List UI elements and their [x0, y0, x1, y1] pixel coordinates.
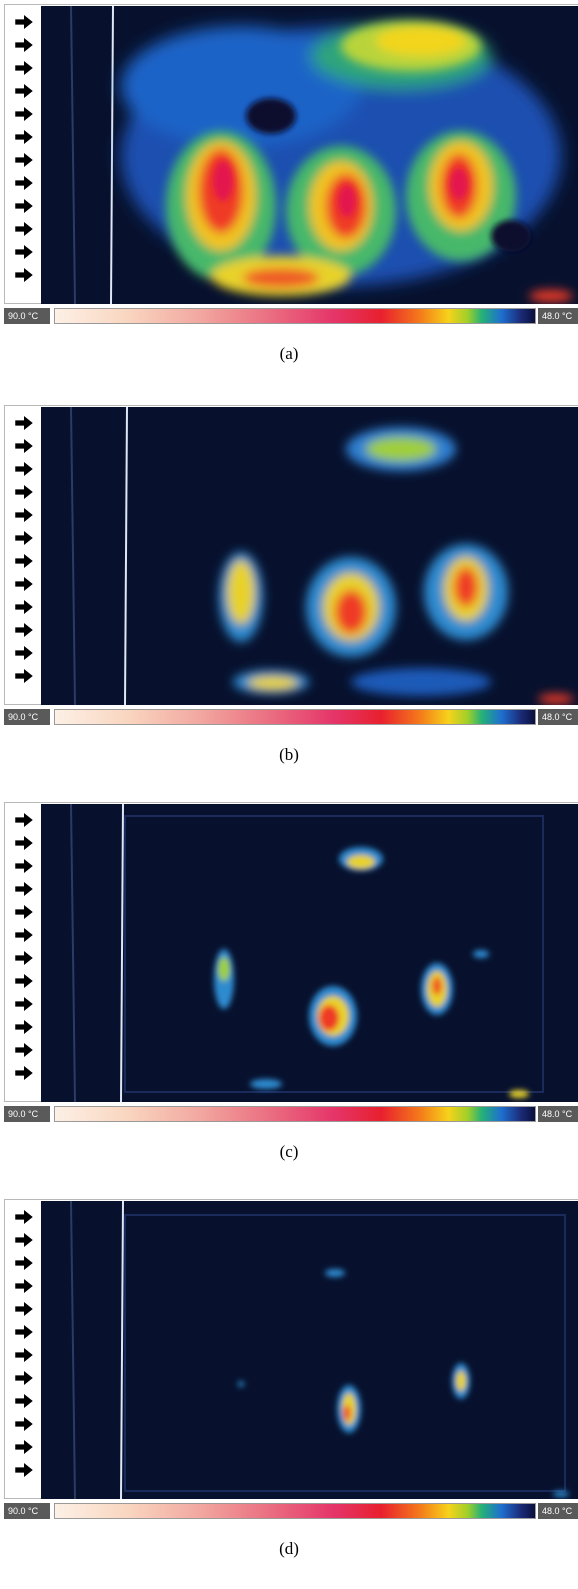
arrow-right-icon: [15, 623, 33, 637]
arrow-right-icon: [15, 813, 33, 827]
color-scale-bar: [54, 709, 536, 725]
arrow-right-icon: [15, 84, 33, 98]
arrow-right-icon: [15, 836, 33, 850]
legend-max-label: 90.0 °C: [4, 1106, 50, 1122]
temperature-legend: 90.0 °C 48.0 °C: [4, 1104, 578, 1124]
legend-min-label: 48.0 °C: [538, 308, 578, 324]
arrow-column: [5, 406, 41, 704]
arrow-right-icon: [15, 176, 33, 190]
arrow-right-icon: [15, 669, 33, 683]
panel-caption: (d): [279, 1539, 299, 1558]
arrow-right-icon: [15, 1348, 33, 1362]
arrow-right-icon: [15, 1043, 33, 1057]
thermal-panel-b: 90.0 °C 48.0 °C (b): [0, 401, 578, 795]
arrow-right-icon: [15, 439, 33, 453]
legend-max-label: 90.0 °C: [4, 1503, 50, 1519]
legend-min-label: 48.0 °C: [538, 1106, 578, 1122]
temperature-legend: 90.0 °C 48.0 °C: [4, 306, 578, 326]
color-scale-bar: [54, 1503, 536, 1519]
arrow-right-icon: [15, 859, 33, 873]
thermal-image: [41, 1201, 578, 1499]
arrow-right-icon: [15, 1325, 33, 1339]
arrow-right-icon: [15, 245, 33, 259]
thermal-frame: [4, 1199, 578, 1499]
arrow-right-icon: [15, 531, 33, 545]
arrow-right-icon: [15, 416, 33, 430]
thermal-image: [41, 407, 578, 705]
arrow-right-icon: [15, 1279, 33, 1293]
arrow-right-icon: [15, 1440, 33, 1454]
arrow-right-icon: [15, 38, 33, 52]
arrow-right-icon: [15, 951, 33, 965]
panel-caption: (a): [279, 344, 299, 363]
arrow-right-icon: [15, 905, 33, 919]
arrow-right-icon: [15, 997, 33, 1011]
arrow-right-icon: [15, 1302, 33, 1316]
arrow-right-icon: [15, 1463, 33, 1477]
panel-caption: (b): [279, 745, 299, 764]
arrow-right-icon: [15, 928, 33, 942]
thermal-frame: [4, 802, 578, 1102]
arrow-right-icon: [15, 1417, 33, 1431]
arrow-column: [5, 5, 41, 303]
color-scale-bar: [54, 1106, 536, 1122]
arrow-right-icon: [15, 1210, 33, 1224]
thermal-panel-a: 90.0 °C 48.0 °C (a): [0, 0, 578, 394]
legend-min-label: 48.0 °C: [538, 709, 578, 725]
arrow-column: [5, 803, 41, 1101]
arrow-right-icon: [15, 554, 33, 568]
thermal-image: [41, 6, 578, 304]
thermal-frame: [4, 405, 578, 705]
panel-caption: (c): [279, 1142, 299, 1161]
legend-max-label: 90.0 °C: [4, 308, 50, 324]
arrow-right-icon: [15, 646, 33, 660]
arrow-right-icon: [15, 1020, 33, 1034]
arrow-right-icon: [15, 577, 33, 591]
thermal-panel-d: 90.0 °C 48.0 °C (d): [0, 1195, 578, 1589]
thermal-image: [41, 804, 578, 1102]
color-scale-bar: [54, 308, 536, 324]
arrow-right-icon: [15, 222, 33, 236]
arrow-right-icon: [15, 1066, 33, 1080]
temperature-legend: 90.0 °C 48.0 °C: [4, 1501, 578, 1521]
arrow-right-icon: [15, 485, 33, 499]
temperature-legend: 90.0 °C 48.0 °C: [4, 707, 578, 727]
arrow-column: [5, 1200, 41, 1498]
arrow-right-icon: [15, 882, 33, 896]
thermal-frame: [4, 4, 578, 304]
legend-max-label: 90.0 °C: [4, 709, 50, 725]
arrow-right-icon: [15, 107, 33, 121]
arrow-right-icon: [15, 199, 33, 213]
arrow-right-icon: [15, 1394, 33, 1408]
thermal-panel-c: 90.0 °C 48.0 °C (c): [0, 798, 578, 1192]
arrow-right-icon: [15, 974, 33, 988]
legend-min-label: 48.0 °C: [538, 1503, 578, 1519]
arrow-right-icon: [15, 15, 33, 29]
arrow-right-icon: [15, 600, 33, 614]
arrow-right-icon: [15, 1233, 33, 1247]
arrow-right-icon: [15, 508, 33, 522]
arrow-right-icon: [15, 130, 33, 144]
arrow-right-icon: [15, 1371, 33, 1385]
arrow-right-icon: [15, 462, 33, 476]
arrow-right-icon: [15, 153, 33, 167]
arrow-right-icon: [15, 1256, 33, 1270]
arrow-right-icon: [15, 61, 33, 75]
arrow-right-icon: [15, 268, 33, 282]
